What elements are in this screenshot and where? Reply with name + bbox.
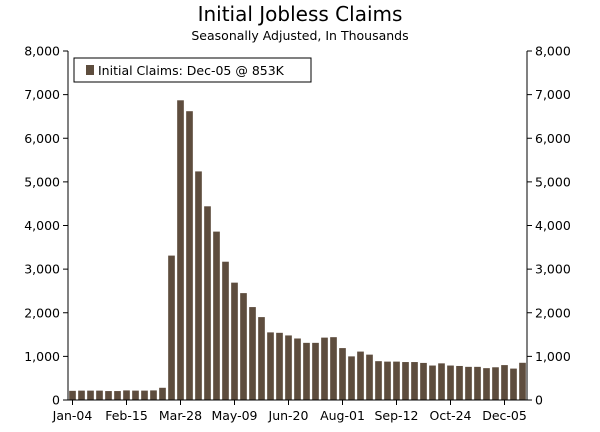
bar	[258, 317, 265, 400]
y-tick-label: 3,000	[24, 262, 60, 277]
bar	[339, 348, 346, 400]
legend: Initial Claims: Dec-05 @ 853K	[73, 57, 312, 83]
y-tick-label: 4,000	[24, 218, 60, 233]
bar	[474, 366, 481, 400]
x-tick-label: Sep-12	[375, 408, 419, 423]
bar	[330, 337, 337, 400]
x-tick-label: Aug-01	[320, 408, 365, 423]
bar	[114, 391, 121, 400]
x-tick-label: Jan-04	[52, 408, 93, 423]
y-tick-label: 4,000	[535, 218, 571, 233]
bar	[276, 332, 283, 400]
bar	[186, 111, 193, 400]
x-tick-label: Feb-15	[105, 408, 148, 423]
bar	[447, 365, 454, 400]
x-tick-label: Oct-24	[429, 408, 471, 423]
y-tick-label: 2,000	[535, 305, 571, 320]
x-tick-label: Dec-05	[482, 408, 527, 423]
bar	[393, 361, 400, 400]
bar	[123, 390, 130, 400]
bar	[429, 365, 436, 400]
x-axis-ticks: Jan-04 Feb-15 Mar-28 May-09 Jun-20 Aug-01 Sep-…	[52, 400, 527, 423]
bar	[519, 362, 526, 400]
legend-swatch	[86, 65, 94, 75]
y-tick-label: 7,000	[535, 87, 571, 102]
bar	[222, 261, 229, 400]
legend-label: Initial Claims: Dec-05 @ 853K	[98, 63, 285, 78]
bar	[438, 363, 445, 400]
bar	[96, 390, 103, 400]
y-tick-label: 5,000	[24, 174, 60, 189]
bar	[87, 390, 94, 400]
bar	[321, 337, 328, 400]
y-tick-label: 3,000	[535, 262, 571, 277]
y-tick-label: 1,000	[24, 349, 60, 364]
bar	[366, 354, 373, 400]
y-axis-right-ticks: 0 1,000 2,000 3,000 4,000 5,000 6,000 7,000 8,00…	[527, 44, 571, 408]
y-tick-label: 8,000	[24, 44, 60, 59]
bar	[483, 368, 490, 400]
y-tick-label: 0	[535, 393, 543, 408]
bar	[303, 342, 310, 400]
bar	[177, 100, 184, 401]
y-axis-left-ticks: 0 1,000 2,000 3,000 4,000 5,000 6,000 7,000 8,00…	[24, 44, 68, 408]
y-tick-label: 6,000	[535, 131, 571, 146]
bar	[78, 390, 85, 400]
bar	[348, 356, 355, 401]
bar	[285, 335, 292, 400]
bar	[357, 351, 364, 400]
bar	[249, 307, 256, 400]
y-tick-label: 6,000	[24, 131, 60, 146]
legend-box	[73, 57, 312, 83]
x-tick-label: May-09	[211, 408, 257, 423]
bar	[501, 365, 508, 400]
bar	[105, 391, 112, 400]
y-tick-label: 8,000	[535, 44, 571, 59]
bar	[420, 362, 427, 400]
bar	[231, 282, 238, 400]
y-tick-label: 7,000	[24, 87, 60, 102]
bar	[168, 255, 175, 400]
bar	[402, 362, 409, 400]
bar	[492, 367, 499, 400]
chart-title: Initial Jobless Claims	[197, 2, 403, 26]
x-tick-label: Mar-28	[159, 408, 202, 423]
bar	[456, 365, 463, 400]
bar	[411, 362, 418, 400]
bar	[294, 338, 301, 400]
bar	[132, 390, 139, 400]
bar	[204, 206, 211, 400]
bar-series	[69, 100, 526, 401]
y-tick-label: 2,000	[24, 305, 60, 320]
bar	[159, 387, 166, 400]
bar	[267, 332, 274, 400]
chart-subtitle: Seasonally Adjusted, In Thousands	[191, 28, 409, 43]
bar	[141, 390, 148, 400]
bar	[69, 390, 76, 400]
bar	[240, 293, 247, 400]
bar	[510, 368, 517, 400]
bar	[384, 361, 391, 400]
bar	[465, 366, 472, 400]
y-tick-label: 5,000	[535, 174, 571, 189]
bar	[213, 231, 220, 400]
y-tick-label: 0	[52, 393, 60, 408]
bar	[375, 361, 382, 400]
bar	[195, 171, 202, 400]
bar	[312, 342, 319, 400]
bar	[150, 390, 157, 400]
x-tick-label: Jun-20	[268, 408, 309, 423]
y-tick-label: 1,000	[535, 349, 571, 364]
